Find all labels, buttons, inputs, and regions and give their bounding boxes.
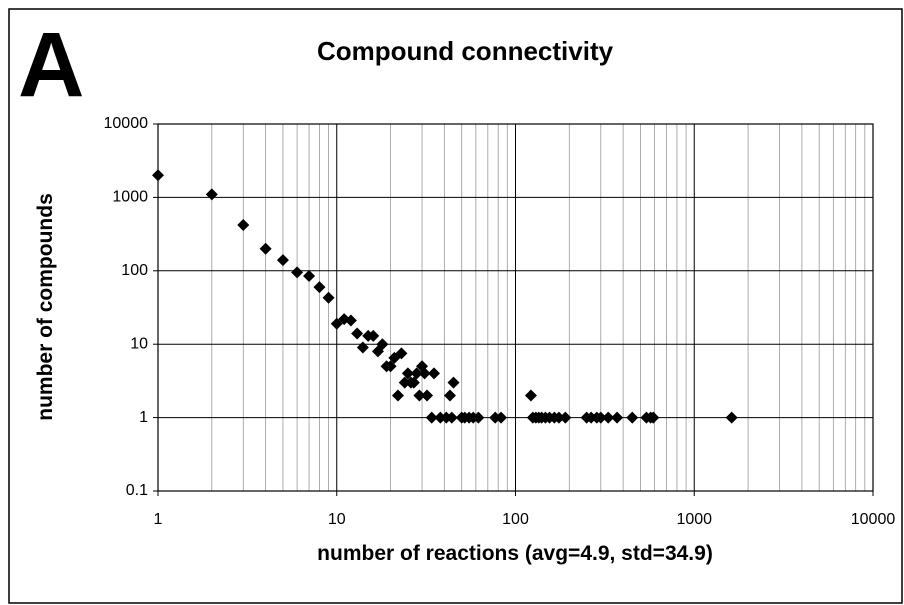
x-tick-label: 100: [502, 511, 529, 528]
plot-border: [157, 123, 874, 492]
data-point: [611, 411, 624, 424]
data-point: [425, 411, 438, 424]
data-point: [303, 269, 316, 282]
data-point: [391, 389, 404, 402]
data-point: [395, 347, 408, 360]
y-tick-label: 10: [130, 335, 148, 352]
data-point: [376, 338, 389, 351]
panel-label: A: [18, 14, 84, 116]
data-point: [313, 281, 326, 294]
data-point: [647, 411, 660, 424]
data-point: [626, 411, 639, 424]
y-tick-label: 10000: [104, 115, 149, 132]
data-point: [594, 411, 607, 424]
x-tick-label: 10: [328, 511, 346, 528]
data-point: [428, 367, 441, 380]
x-tick-label: 1000: [676, 511, 712, 528]
data-point: [344, 314, 357, 327]
x-tick-label: 10000: [851, 511, 896, 528]
data-point: [291, 266, 304, 279]
data-point: [445, 411, 458, 424]
data-point: [330, 317, 343, 330]
x-axis-label: number of reactions (avg=4.9, std=34.9): [317, 542, 713, 565]
data-point: [384, 360, 397, 373]
data-point: [524, 389, 537, 402]
data-point: [351, 327, 364, 340]
y-tick-label: 100: [121, 262, 148, 279]
data-point: [559, 411, 572, 424]
data-point: [367, 329, 380, 342]
data-point: [472, 411, 485, 424]
data-point: [407, 376, 420, 389]
data-point: [401, 367, 414, 380]
data-point: [552, 411, 565, 424]
data-point: [398, 376, 411, 389]
data-point: [447, 376, 460, 389]
data-point: [259, 242, 272, 255]
y-tick-label: 1: [139, 409, 148, 426]
data-point: [410, 367, 423, 380]
y-tick-label: 0.1: [126, 482, 148, 499]
chart-title: Compound connectivity: [317, 36, 614, 66]
y-tick-label: 1000: [112, 189, 148, 206]
data-point: [443, 389, 456, 402]
data-point: [421, 389, 434, 402]
data-point: [237, 219, 250, 232]
data-point: [418, 367, 431, 380]
data-point: [205, 188, 218, 201]
data-point: [322, 291, 335, 304]
y-axis-label: number of compounds: [34, 193, 57, 421]
data-point: [602, 411, 615, 424]
data-point: [276, 254, 289, 267]
data-point: [413, 389, 426, 402]
x-tick-label: 1: [154, 511, 163, 528]
data-point: [356, 341, 369, 354]
data-point: [152, 169, 164, 182]
data-point: [725, 411, 738, 424]
data-point: [495, 411, 508, 424]
